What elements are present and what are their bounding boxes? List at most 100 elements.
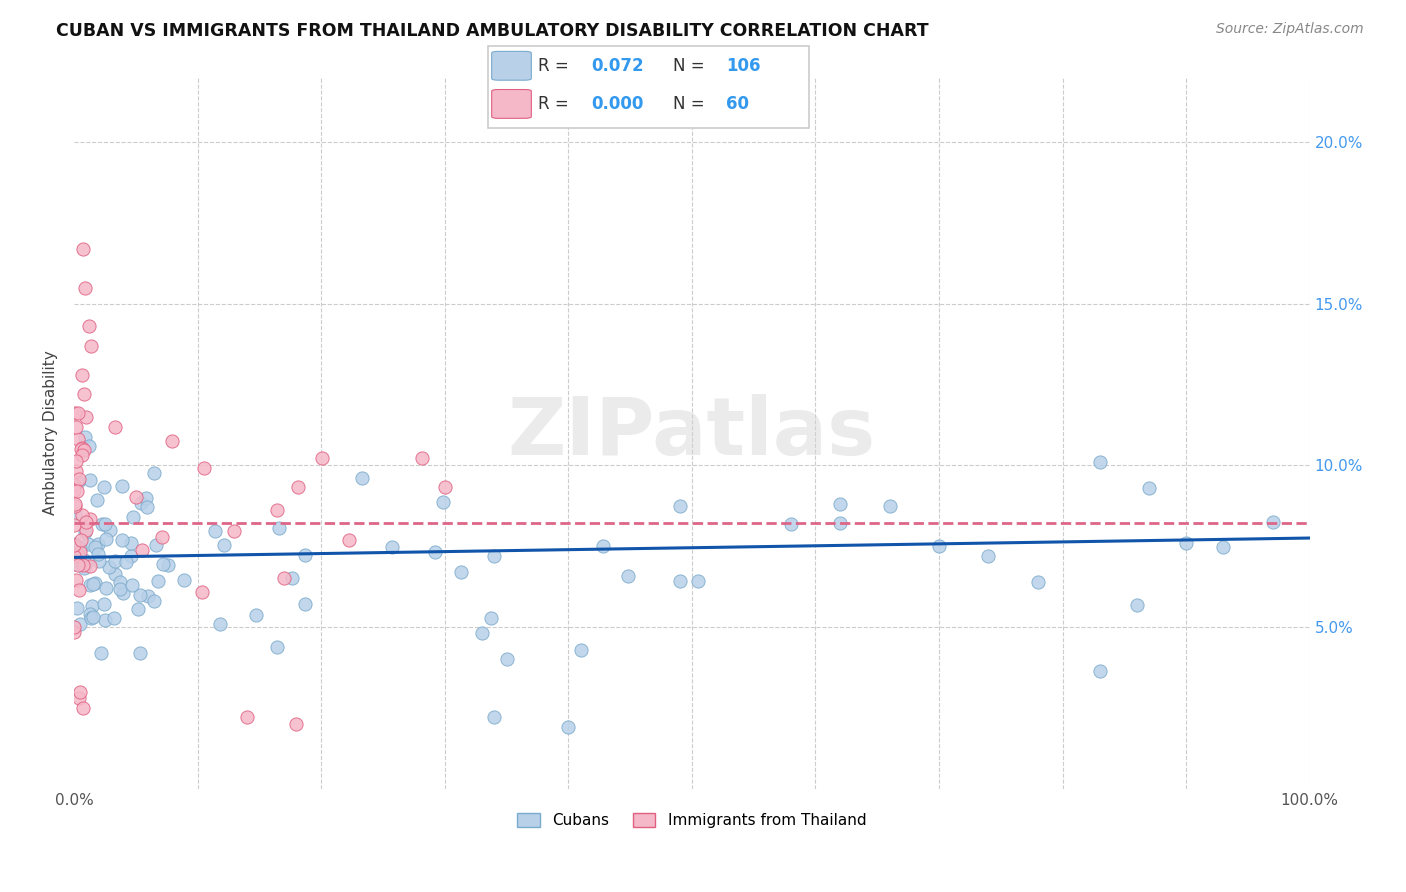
- Point: [977, 549, 1000, 563]
- Point: [294, 548, 316, 562]
- Point: [63, 478, 86, 492]
- Point: [84, 541, 107, 555]
- Point: [103, 611, 125, 625]
- Point: [94, 581, 117, 595]
- Text: ZIPatlas: ZIPatlas: [508, 394, 876, 472]
- FancyBboxPatch shape: [488, 46, 808, 128]
- Point: [84, 575, 107, 590]
- Point: [156, 558, 179, 572]
- Point: [63, 549, 86, 563]
- Point: [69, 442, 91, 456]
- Point: [65, 536, 87, 550]
- Point: [65, 420, 87, 434]
- Point: [245, 608, 267, 623]
- Point: [146, 574, 169, 589]
- Point: [63, 497, 86, 511]
- Point: [112, 586, 135, 600]
- Point: [1212, 540, 1234, 554]
- Point: [93, 480, 115, 494]
- Point: [90, 517, 112, 532]
- Point: [1137, 481, 1160, 495]
- Point: [104, 420, 127, 434]
- Point: [65, 508, 87, 522]
- Text: N =: N =: [673, 95, 710, 113]
- Point: [495, 652, 517, 666]
- Point: [1175, 536, 1198, 550]
- Point: [121, 578, 143, 592]
- Point: [669, 574, 692, 588]
- Point: [337, 533, 360, 547]
- Point: [63, 538, 86, 552]
- Point: [471, 626, 494, 640]
- Text: 60: 60: [727, 95, 749, 113]
- Point: [280, 571, 302, 585]
- Point: [125, 490, 148, 504]
- Point: [482, 549, 505, 563]
- Point: [617, 569, 640, 583]
- Point: [285, 717, 308, 731]
- Point: [111, 479, 134, 493]
- Legend: Cubans, Immigrants from Thailand: Cubans, Immigrants from Thailand: [512, 807, 872, 834]
- Point: [686, 574, 709, 588]
- Point: [669, 499, 692, 513]
- Point: [87, 553, 110, 567]
- FancyBboxPatch shape: [492, 89, 531, 119]
- Point: [69, 617, 91, 632]
- Point: [569, 642, 592, 657]
- Point: [115, 555, 138, 569]
- Point: [73, 558, 96, 572]
- Point: [236, 710, 259, 724]
- Point: [145, 538, 167, 552]
- Point: [69, 541, 91, 555]
- Point: [63, 499, 86, 513]
- Point: [79, 607, 101, 621]
- Point: [86, 537, 108, 551]
- Point: [69, 545, 91, 559]
- Text: R =: R =: [538, 95, 574, 113]
- Point: [65, 600, 87, 615]
- Point: [204, 524, 226, 538]
- Text: 0.000: 0.000: [591, 95, 643, 113]
- Point: [482, 710, 505, 724]
- Point: [70, 441, 93, 455]
- Point: [73, 430, 96, 444]
- Point: [70, 533, 93, 547]
- Point: [82, 609, 104, 624]
- Point: [72, 700, 94, 714]
- Point: [120, 536, 142, 550]
- Point: [87, 547, 110, 561]
- Point: [266, 503, 288, 517]
- Point: [352, 471, 374, 485]
- Point: [104, 554, 127, 568]
- Point: [131, 543, 153, 558]
- Point: [162, 434, 184, 448]
- Point: [381, 541, 404, 555]
- Point: [79, 559, 101, 574]
- Point: [66, 548, 89, 562]
- Point: [150, 530, 173, 544]
- Point: [432, 495, 454, 509]
- Point: [65, 573, 87, 587]
- Point: [73, 387, 96, 401]
- Point: [73, 442, 96, 457]
- Point: [152, 558, 174, 572]
- Point: [830, 516, 852, 530]
- Point: [86, 493, 108, 508]
- Point: [173, 574, 195, 588]
- Point: [1088, 455, 1111, 469]
- Point: [75, 280, 97, 294]
- Point: [450, 565, 472, 579]
- Point: [70, 368, 93, 382]
- Point: [75, 515, 97, 529]
- Point: [67, 472, 90, 486]
- Point: [108, 575, 131, 590]
- Point: [67, 691, 90, 706]
- Point: [97, 560, 120, 574]
- Point: [294, 597, 316, 611]
- Point: [79, 577, 101, 591]
- Point: [128, 588, 150, 602]
- Point: [287, 480, 309, 494]
- Point: [79, 473, 101, 487]
- Text: N =: N =: [673, 57, 710, 75]
- FancyBboxPatch shape: [492, 52, 531, 80]
